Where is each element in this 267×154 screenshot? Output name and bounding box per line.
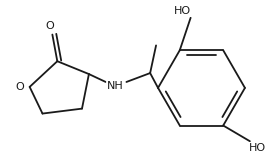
Text: HO: HO bbox=[249, 143, 266, 153]
Text: O: O bbox=[45, 21, 54, 31]
Text: NH: NH bbox=[107, 81, 124, 91]
Text: O: O bbox=[15, 82, 24, 92]
Text: HO: HO bbox=[174, 6, 191, 16]
